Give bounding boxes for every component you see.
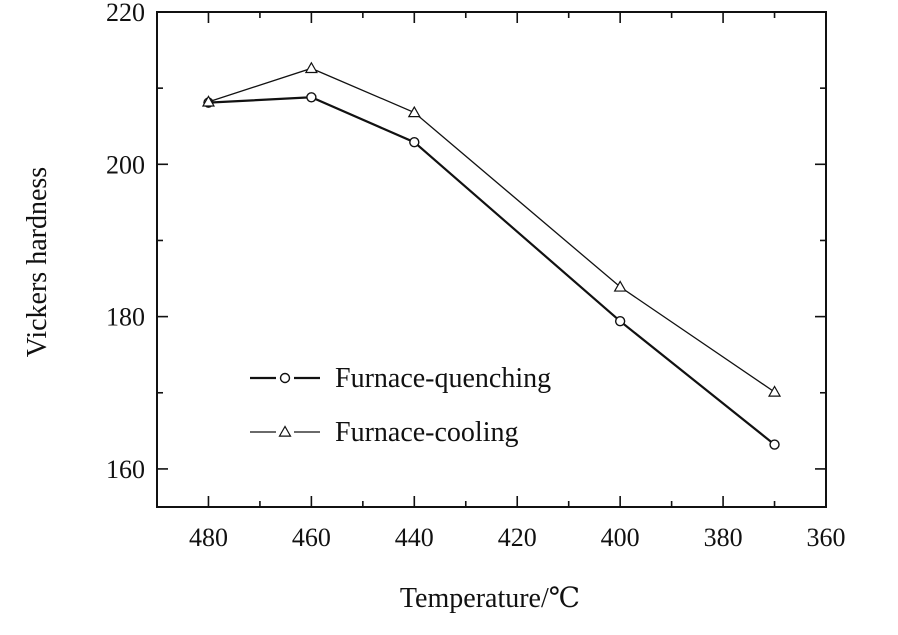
data-point [304, 61, 318, 74]
data-point [201, 95, 215, 107]
y-tick-label: 180 [106, 303, 145, 332]
x-tick-label: 360 [807, 523, 846, 552]
data-point [407, 105, 421, 118]
y-tick-label: 160 [106, 455, 145, 484]
plot-frame [156, 11, 827, 508]
x-tick-label: 380 [704, 523, 743, 552]
x-tick-label: 440 [395, 523, 434, 552]
data-point [769, 439, 780, 450]
data-point [614, 315, 626, 327]
x-tick-label: 460 [292, 523, 331, 552]
legend: Furnace-quenching Furnace-cooling [250, 363, 551, 448]
y-axis-title: Vickers hardness [22, 167, 53, 357]
data-point [613, 280, 627, 292]
data-point [306, 92, 317, 103]
x-axis-title: Temperature/℃ [400, 583, 580, 614]
series-line [208, 67, 775, 393]
series-1 [203, 92, 780, 450]
series-group [201, 61, 782, 450]
data-point [768, 385, 782, 397]
plot-border [156, 11, 827, 508]
x-axis: 480 460 440 420 400 380 360 [156, 12, 846, 552]
y-axis: 160 180 200 220 [106, 0, 826, 484]
y-tick-label: 200 [106, 150, 145, 179]
x-tick-label: 400 [601, 523, 640, 552]
y-tick-label: 220 [106, 0, 145, 27]
legend-label: Furnace-cooling [335, 417, 519, 448]
legend-label: Furnace-quenching [335, 363, 551, 394]
series-2 [201, 61, 782, 397]
x-tick-label: 420 [498, 523, 537, 552]
data-point [409, 137, 420, 148]
legend-marker [278, 425, 292, 437]
x-tick-label: 480 [189, 523, 228, 552]
legend-marker [279, 372, 291, 384]
